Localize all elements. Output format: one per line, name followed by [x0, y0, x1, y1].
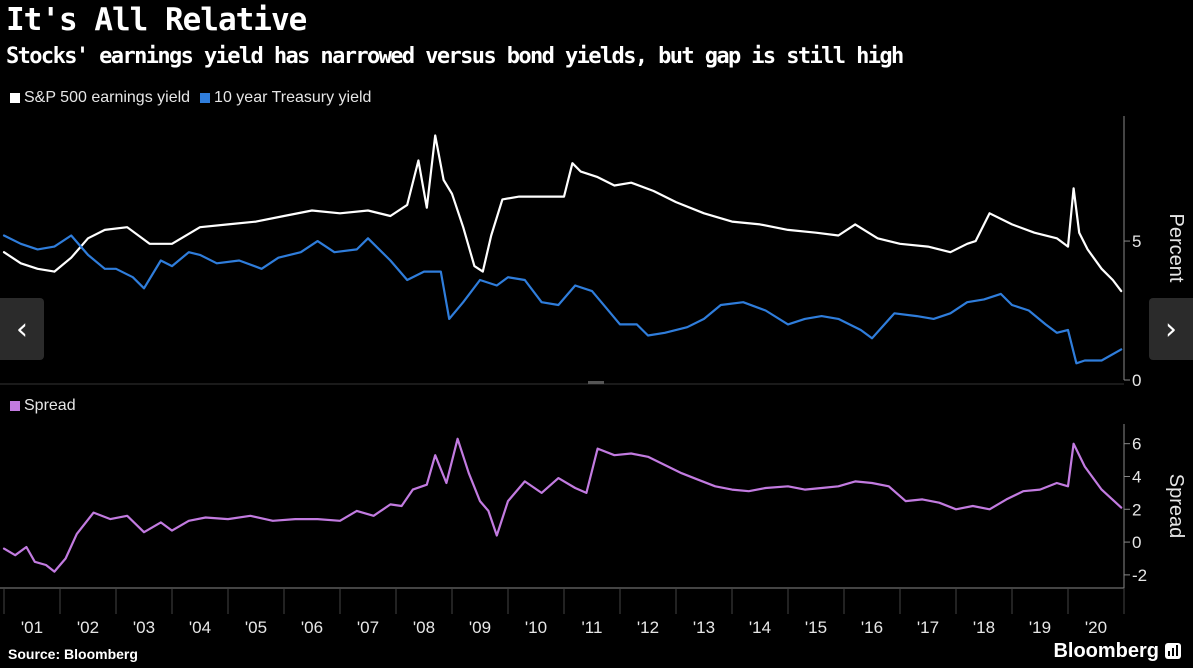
x-tick-label: '13	[693, 618, 715, 637]
x-tick-label: '16	[861, 618, 883, 637]
x-tick-label: '15	[805, 618, 827, 637]
y-tick-label: 4	[1132, 467, 1141, 486]
x-tick-label: '08	[413, 618, 435, 637]
x-tick-label: '12	[637, 618, 659, 637]
x-tick-label: '10	[525, 618, 547, 637]
chart-title: It's All Relative	[6, 2, 307, 38]
x-tick-label: '17	[917, 618, 939, 637]
x-tick-label: '06	[301, 618, 323, 637]
y-tick-label: 0	[1132, 371, 1141, 390]
top-chart-legend: S&P 500 earnings yield 10 year Treasury …	[10, 89, 381, 107]
legend-label-treasury: 10 year Treasury yield	[214, 89, 372, 106]
legend-swatch-treasury	[200, 93, 211, 103]
y-axis-title: Percent	[1165, 214, 1187, 283]
series-line-spread	[2, 437, 1123, 573]
y-tick-label: -2	[1132, 566, 1147, 585]
bar-chart-icon	[1165, 643, 1181, 659]
x-tick-label: '02	[77, 618, 99, 637]
x-tick-label: '18	[973, 618, 995, 637]
x-tick-label: '11	[582, 618, 603, 637]
y-tick-label: 0	[1132, 533, 1141, 552]
x-tick-label: '04	[189, 618, 211, 637]
x-tick-label: '03	[133, 618, 155, 637]
chevron-right-icon: ›	[1165, 311, 1177, 347]
chevron-left-icon: ‹	[16, 311, 28, 347]
x-tick-label: '09	[469, 618, 491, 637]
x-tick-label: '19	[1029, 618, 1051, 637]
x-tick-label: '20	[1085, 618, 1107, 637]
next-chart-button[interactable]: ›	[1149, 298, 1193, 360]
previous-chart-button[interactable]: ‹	[0, 298, 44, 360]
legend-label-earnings: S&P 500 earnings yield	[24, 89, 191, 106]
x-tick-label: '05	[245, 618, 267, 637]
x-tick-label: '01	[21, 618, 43, 637]
chart-subtitle: Stocks' earnings yield has narrowed vers…	[6, 44, 904, 69]
series-line-earnings	[2, 134, 1123, 293]
brand-wordmark: Bloomberg	[1053, 640, 1159, 662]
legend-swatch-earnings	[10, 93, 20, 103]
legend-item-earnings: S&P 500 earnings yield	[10, 89, 190, 107]
legend-item-treasury: 10 year Treasury yield	[200, 89, 371, 107]
series-line-treasury	[2, 234, 1123, 365]
legend-swatch-spread	[10, 401, 20, 411]
legend-item-spread: Spread	[10, 397, 76, 415]
y-axis-title: Spread	[1165, 474, 1187, 539]
source-note: Source: Bloomberg	[8, 646, 138, 662]
x-tick-label: '14	[749, 618, 771, 637]
legend-label-spread: Spread	[24, 397, 76, 414]
y-tick-label: 2	[1132, 500, 1141, 519]
panel-resize-handle	[588, 381, 604, 384]
x-tick-label: '07	[357, 618, 379, 637]
bottom-chart-legend: Spread	[10, 397, 86, 415]
y-tick-label: 6	[1132, 435, 1141, 454]
y-tick-label: 5	[1132, 232, 1141, 251]
